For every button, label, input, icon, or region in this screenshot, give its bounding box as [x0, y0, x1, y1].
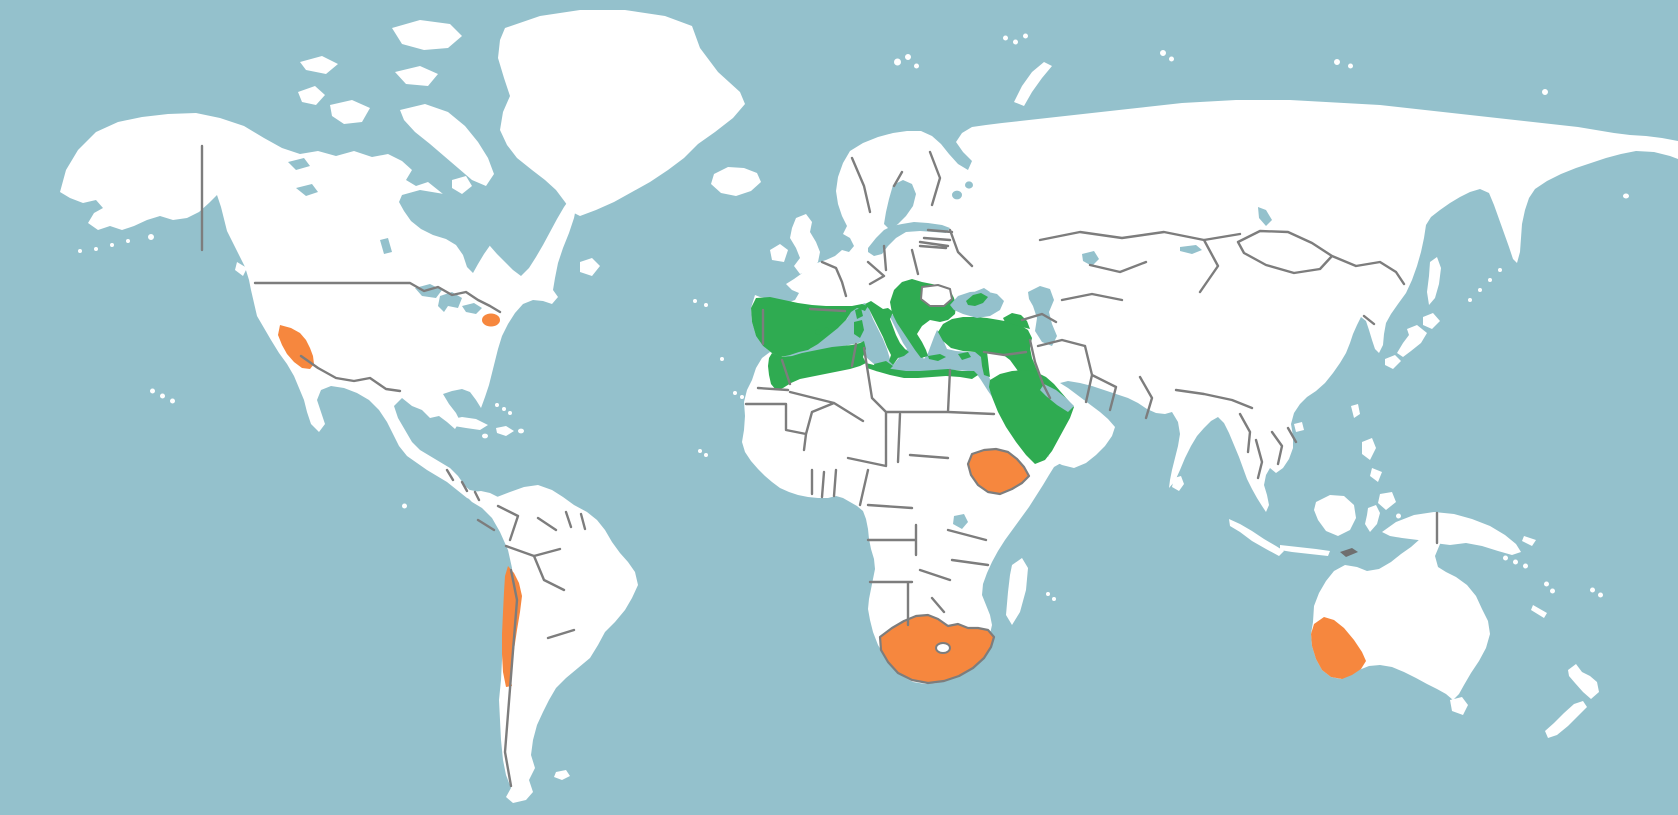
island-banks [298, 86, 325, 105]
island-ellesmere [392, 20, 462, 50]
island-sulawesi [1365, 505, 1380, 532]
island-sicily-green [874, 361, 893, 373]
persian-gulf [1040, 384, 1074, 412]
region-northeast-usa [482, 313, 500, 327]
country-romania-white [920, 284, 953, 307]
island-hokkaido [1423, 313, 1440, 329]
region-italy [865, 301, 909, 365]
islands-solomon-dots [1503, 555, 1603, 598]
island-sumatra [1229, 519, 1284, 556]
region-ethiopia [966, 447, 1031, 496]
island-tasmania [1450, 697, 1468, 715]
region-maghreb [768, 341, 866, 390]
gulf-of-bothnia [884, 180, 916, 230]
political-borders [200, 144, 1439, 788]
island-iceland [711, 167, 761, 196]
primary-range-regions [751, 279, 1074, 464]
island-hispaniola [496, 426, 514, 436]
borders-asia [1038, 229, 1439, 545]
country-holes [920, 284, 953, 654]
region-caucasus [1003, 313, 1030, 329]
caribbean-small-islands [482, 403, 524, 439]
secondary-range-regions [278, 313, 1366, 687]
island-cuba [448, 417, 488, 430]
post-sea-green [966, 293, 988, 306]
island-honshu [1397, 325, 1427, 357]
great-lakes [415, 284, 482, 314]
borders-south-america [476, 504, 587, 788]
island-java [1280, 545, 1330, 556]
island-novaya-zemlya [1014, 62, 1052, 106]
island-vancouver [235, 262, 247, 276]
island-new-guinea [1382, 512, 1521, 555]
island-cyprus-green [958, 352, 971, 360]
islands-philippines [1362, 438, 1396, 510]
landmass-eurasia [751, 100, 1678, 512]
aral-sea [1082, 251, 1099, 266]
island-sri-lanka [1172, 476, 1184, 491]
landmass-africa [742, 342, 1066, 684]
region-crimea [966, 293, 988, 306]
island-kyushu-shikoku [1385, 355, 1401, 369]
landmass-greenland [498, 10, 745, 216]
island-new-zealand-north [1568, 664, 1599, 699]
island-melville [300, 56, 338, 74]
caspian-sea [1028, 286, 1057, 346]
borders-middle-east [982, 312, 1118, 412]
island-corsica-green [855, 308, 863, 319]
island-new-zealand-south [1545, 701, 1587, 738]
island-hainan [1294, 422, 1304, 432]
island-madagascar [1006, 558, 1028, 625]
island-crete-green [928, 354, 946, 361]
lake-balkhash [1180, 245, 1202, 254]
island-great-britain [790, 214, 820, 274]
lake-baikal [1258, 207, 1272, 226]
island-devon [395, 66, 438, 86]
island-new-caledonia [1531, 605, 1547, 618]
hudson-bay [399, 190, 501, 273]
island-timor [1340, 548, 1358, 557]
region-turkey-levant-mesopotamia [938, 317, 1050, 402]
island-new-britain [1522, 536, 1536, 546]
island-borneo [1314, 495, 1356, 536]
borders-north-america [200, 144, 502, 502]
island-victoria [330, 100, 370, 124]
island-baffin [400, 104, 494, 186]
lake-victoria [953, 514, 968, 529]
borders-europe [761, 150, 974, 346]
landmasses [60, 10, 1678, 803]
island-southampton [452, 176, 472, 194]
lakes-ladoga-onega [952, 181, 973, 200]
island-taiwan [1351, 404, 1360, 418]
borders-africa [744, 342, 996, 627]
island-falklands [554, 770, 570, 780]
island-galapagos [402, 503, 407, 509]
island-newfoundland [580, 258, 600, 276]
island-sardinia-green [854, 320, 864, 338]
island-sakhalin [1427, 257, 1441, 305]
country-lesotho-white [935, 642, 951, 654]
islands-balearic-green [815, 327, 829, 335]
inland-seas-and-lakes [288, 158, 1272, 529]
region-southwest-australia [1311, 617, 1366, 679]
island-ireland [770, 244, 788, 262]
canadian-lakes [288, 158, 392, 254]
region-iberia-southern-france [751, 297, 868, 357]
